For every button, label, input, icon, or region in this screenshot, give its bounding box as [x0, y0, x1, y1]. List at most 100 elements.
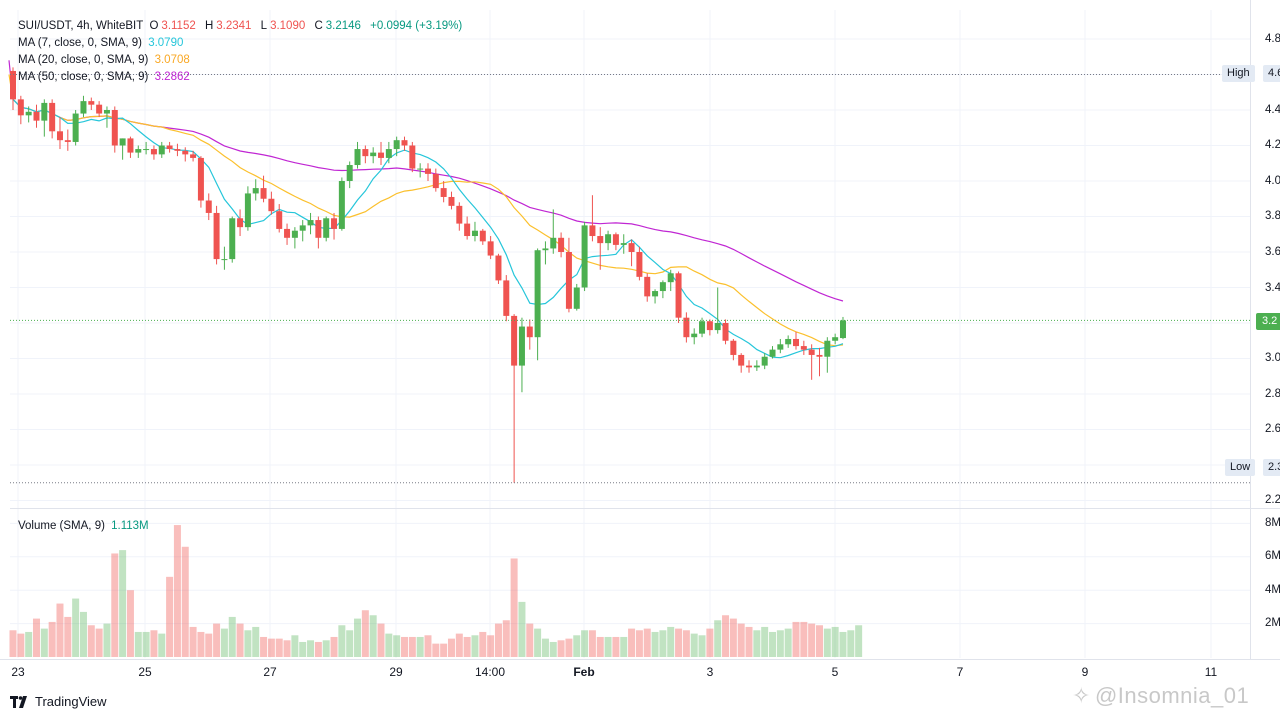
volume-bar [205, 633, 213, 657]
candle [440, 181, 447, 203]
vol-tick-4m: 4M [1265, 584, 1280, 596]
candle-body [150, 149, 157, 155]
volume-bar [534, 628, 542, 657]
candle [190, 150, 197, 162]
volume-bar [729, 618, 737, 657]
candle-body [346, 165, 353, 181]
candle [80, 95, 87, 118]
volume-bar [698, 635, 706, 657]
x-tick-3: 3 [706, 665, 714, 679]
candle-body [558, 237, 565, 252]
candle [699, 317, 706, 338]
candle-body [268, 198, 275, 212]
y-tick-4-2: 4.2 [1265, 139, 1280, 151]
volume-bar [706, 628, 714, 657]
tradingview-logo[interactable]: TradingView [10, 694, 107, 709]
candle [824, 337, 831, 373]
candle [150, 145, 157, 160]
candle [832, 333, 839, 345]
volume-bar [440, 643, 448, 657]
volume-bar [181, 546, 189, 657]
volume-bar [416, 636, 424, 657]
candle-body [644, 276, 651, 297]
y-tick-2-6: 2.6 [1265, 423, 1280, 435]
watermark: ✧ @Insomnia_01 [1072, 683, 1249, 709]
ma7-line [12, 98, 844, 359]
volume-bar [776, 630, 784, 657]
change-value: +0.0994 (+3.19%) [370, 20, 463, 32]
ma20-line [8, 74, 844, 347]
candle [730, 338, 737, 361]
candle [268, 191, 275, 215]
candle-body [135, 149, 142, 153]
candle [753, 360, 760, 371]
x-tick-feb: Feb [573, 665, 595, 679]
volume-bar [565, 638, 573, 657]
candle [495, 253, 502, 284]
volume-bar [369, 615, 377, 657]
candle [119, 138, 126, 160]
candle [565, 237, 572, 313]
candle [174, 143, 181, 157]
volume-bar [541, 638, 549, 657]
ma50-label: MA (50, close, 0, SMA, 9) [18, 71, 149, 83]
volume-bar [573, 635, 581, 657]
candle [636, 246, 643, 281]
high-value: 3.2341 [216, 20, 252, 32]
high-label: H [204, 20, 214, 32]
candle-body [25, 111, 32, 116]
candle [205, 193, 212, 221]
x-tick-5: 5 [831, 665, 839, 679]
volume-bar [25, 631, 33, 657]
candle [49, 99, 56, 139]
candle [620, 234, 627, 254]
candle-body [111, 110, 118, 146]
volume-bar [213, 623, 221, 657]
candle-body [503, 280, 510, 316]
candle-body [205, 200, 212, 213]
candle-body [816, 354, 823, 357]
close-value: 3.2146 [325, 20, 361, 32]
volume-bar [134, 631, 142, 657]
volume-bar [722, 615, 730, 657]
ma7-legend: MA (7, close, 0, SMA, 9) 3.0790 [18, 35, 186, 52]
candle-body [839, 320, 846, 339]
candle-body [730, 340, 737, 355]
candle [378, 141, 385, 166]
candle-body [96, 104, 103, 114]
candle-body [72, 113, 79, 142]
candle [432, 168, 439, 192]
volume-bar [682, 630, 690, 657]
candle-body [103, 110, 110, 114]
candle [362, 145, 369, 164]
candle-body [487, 241, 494, 256]
candle [644, 273, 651, 302]
candle [158, 141, 165, 158]
volume-bar [79, 611, 87, 657]
candle [385, 141, 392, 164]
candle [197, 156, 204, 208]
candle [166, 141, 173, 153]
volume-bar [815, 625, 823, 657]
candle-body [597, 236, 604, 244]
candle [605, 230, 612, 251]
y-tick-4-0: 4.0 [1265, 175, 1280, 187]
candle [746, 360, 753, 373]
candle-body [652, 291, 659, 297]
candle [401, 136, 408, 151]
volume-bar [447, 638, 455, 657]
candle-body [667, 273, 674, 283]
low-tag-label: Low [1230, 461, 1251, 473]
x-tick-27: 27 [263, 665, 277, 679]
candle [456, 202, 463, 231]
y-tick-3-0: 3.0 [1265, 352, 1280, 364]
volume-bar [307, 640, 315, 657]
candle [354, 141, 361, 169]
candle-body [738, 354, 745, 366]
candle [448, 191, 455, 210]
candle [213, 205, 220, 265]
candle-body [628, 243, 635, 252]
volume-bar [643, 628, 651, 657]
candle [471, 221, 478, 242]
